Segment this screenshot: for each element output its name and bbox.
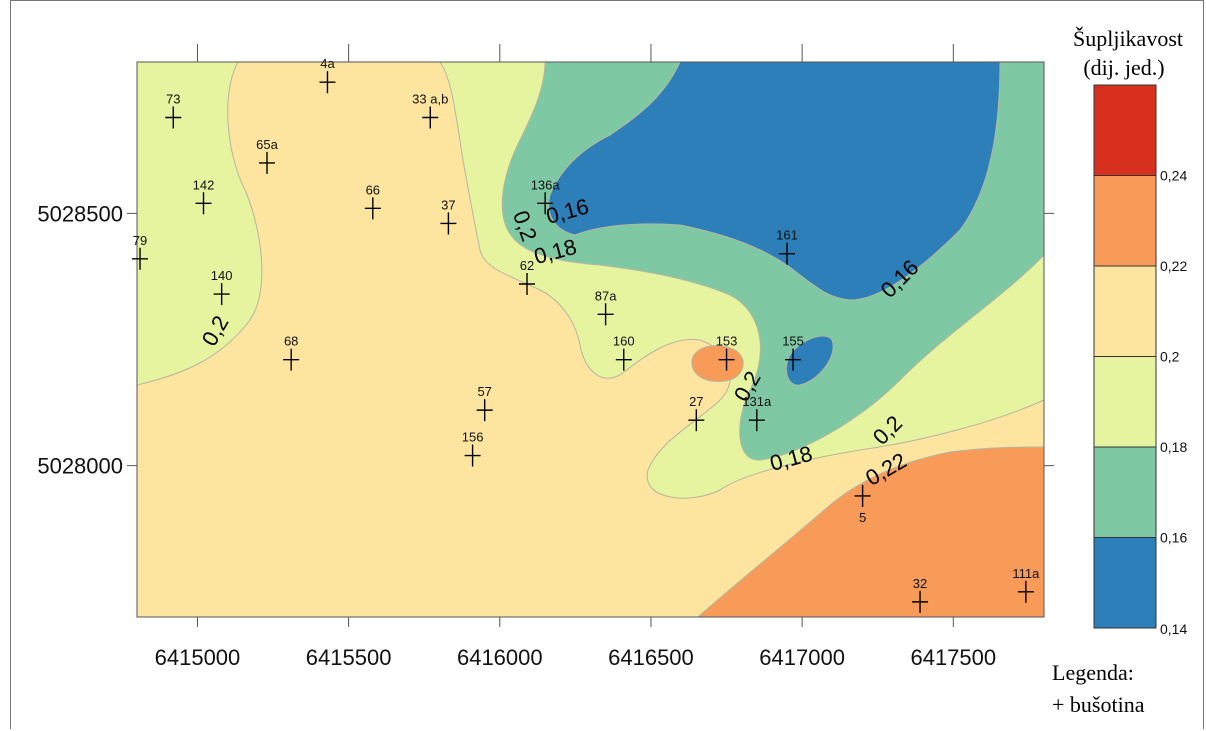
well-21: 5	[854, 484, 871, 525]
legend-tick-label-2: 0,18	[1160, 439, 1187, 455]
well-label: 140	[211, 268, 233, 283]
well-14: 160	[613, 334, 635, 371]
legend-note-line1: Legenda:	[1052, 660, 1134, 685]
legend-title-line2: (dij. jed.)	[1083, 55, 1164, 80]
plot-border	[136, 61, 1045, 618]
well-19: 131a	[742, 394, 772, 432]
x-tick-label-0: 6415000	[155, 645, 241, 670]
x-tick-label-2: 6416000	[457, 645, 543, 670]
x-tick-label-5: 6417500	[910, 645, 996, 670]
legend-tick-label-0: 0,14	[1160, 621, 1187, 637]
well-label: 66	[366, 182, 380, 197]
y-tick-label-1: 5028000	[37, 454, 123, 479]
well-label: 32	[913, 576, 927, 591]
well-label: 5	[859, 510, 866, 525]
axes: 6415000 6415500 6416000 6416500 6417000 64175…	[37, 44, 1054, 670]
legend-note-line2: + bušotina	[1052, 692, 1145, 717]
zone-022-024-spot	[691, 345, 744, 383]
legend-tick-label-3: 0,2	[1160, 349, 1180, 365]
well-16: 155	[782, 334, 804, 371]
well-20: 156	[462, 430, 484, 467]
contour-fills	[136, 61, 1045, 618]
well-label: 68	[284, 334, 298, 349]
legend-swatch-5	[1093, 84, 1157, 176]
well-label: 57	[477, 384, 491, 399]
well-7: 136a	[531, 177, 561, 215]
well-label: 131a	[742, 394, 772, 409]
zone-014-016-north	[548, 61, 1001, 301]
well-18: 27	[688, 394, 705, 432]
well-1: 4a	[319, 56, 336, 94]
well-label: 4a	[320, 56, 335, 71]
well-13: 68	[283, 334, 300, 371]
well-23: 111a	[1012, 566, 1040, 603]
legend-swatch-0	[1093, 537, 1157, 629]
x-tick-label-4: 6417000	[759, 645, 845, 670]
well-label: 87a	[595, 288, 617, 303]
well-12: 87a	[595, 288, 617, 326]
well-4: 142	[193, 177, 215, 215]
well-label: 142	[193, 177, 215, 192]
well-11: 62	[519, 258, 536, 295]
legend-tick-label-1: 0,16	[1160, 530, 1187, 546]
well-label: 111a	[1012, 566, 1040, 581]
well-label: 73	[166, 92, 180, 107]
x-tick-label-3: 6416500	[608, 645, 694, 670]
well-label: 153	[716, 334, 738, 349]
legend-swatch-2	[1093, 356, 1157, 448]
well-17: 57	[476, 384, 493, 422]
well-3: 65a	[256, 137, 279, 174]
figure-frame	[10, 0, 1204, 729]
legend: Šupljikavost (dij. jed.) 0,14 0,16 0,18 0,2 0,…	[1052, 26, 1187, 717]
well-label: 27	[689, 394, 703, 409]
legend-swatch-3	[1093, 265, 1157, 357]
zone-018-020-west	[136, 61, 263, 386]
well-label: 160	[613, 334, 635, 349]
legend-tick-label-5: 0,24	[1160, 168, 1187, 184]
zone-022-024-southeast	[696, 446, 1045, 618]
well-2: 33 a,b	[412, 92, 448, 129]
well-label: 37	[441, 197, 455, 212]
well-label: 161	[776, 228, 798, 243]
zone-014-016-spot	[785, 335, 834, 386]
well-label: 155	[782, 334, 804, 349]
legend-swatch-4	[1093, 175, 1157, 267]
well-label: 136a	[531, 177, 561, 192]
well-0: 73	[165, 92, 182, 129]
legend-title-line1: Šupljikavost	[1073, 26, 1183, 51]
well-10: 140	[211, 268, 233, 306]
well-label: 79	[133, 233, 147, 248]
wells: 73 4a 33 a,b 65a 142 66 37 136a 79 161 140 62 87a 68 1…	[132, 56, 1040, 613]
legend-swatch-1	[1093, 446, 1157, 538]
well-8: 79	[132, 233, 149, 270]
legend-tick-label-4: 0,22	[1160, 258, 1187, 274]
well-6: 37	[440, 197, 457, 235]
well-9: 161	[776, 228, 798, 265]
well-label: 62	[520, 258, 534, 273]
x-tick-label-1: 6415500	[306, 645, 392, 670]
y-tick-label-0: 5028500	[37, 201, 123, 226]
well-22: 32	[912, 576, 929, 613]
well-label: 65a	[256, 137, 278, 152]
well-15: 153	[716, 334, 738, 371]
well-label: 33 a,b	[412, 92, 448, 107]
well-label: 156	[462, 430, 484, 445]
well-5: 66	[364, 182, 381, 220]
